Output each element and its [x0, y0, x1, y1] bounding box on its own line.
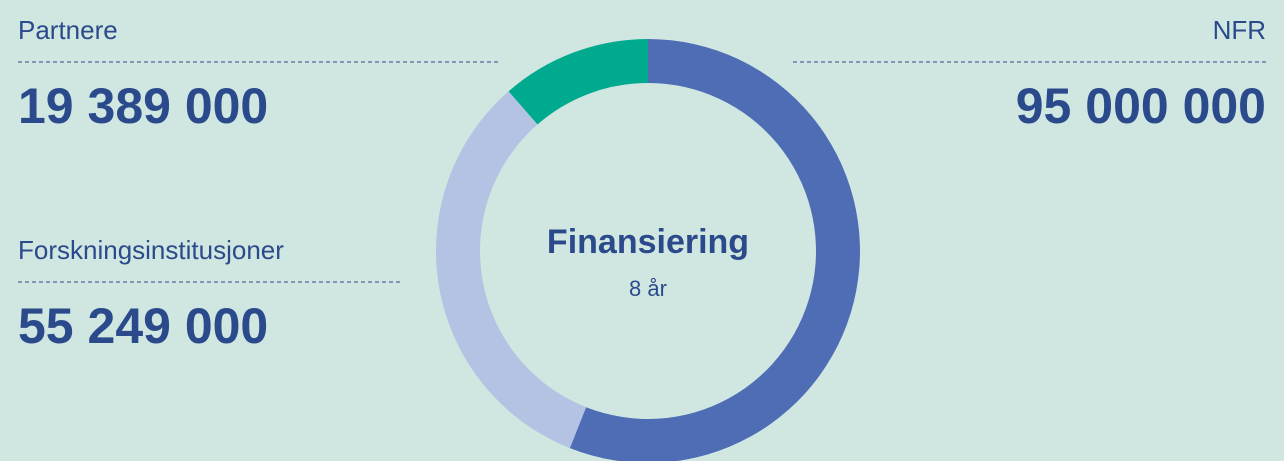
value-label: 55 249 000 — [18, 298, 268, 354]
category-label: Forskningsinstitusjoner — [18, 235, 284, 265]
donut-segment — [569, 39, 860, 461]
donut-segment — [508, 38, 648, 125]
value-label: 95 000 000 — [1016, 78, 1266, 134]
value-label: 19 389 000 — [18, 78, 268, 134]
chart-subtitle: 8 år — [629, 276, 667, 301]
category-label: Partnere — [18, 15, 118, 45]
chart-title: Finansiering — [547, 223, 749, 261]
category-label: NFR — [1213, 15, 1266, 45]
donut-segment — [436, 91, 587, 449]
